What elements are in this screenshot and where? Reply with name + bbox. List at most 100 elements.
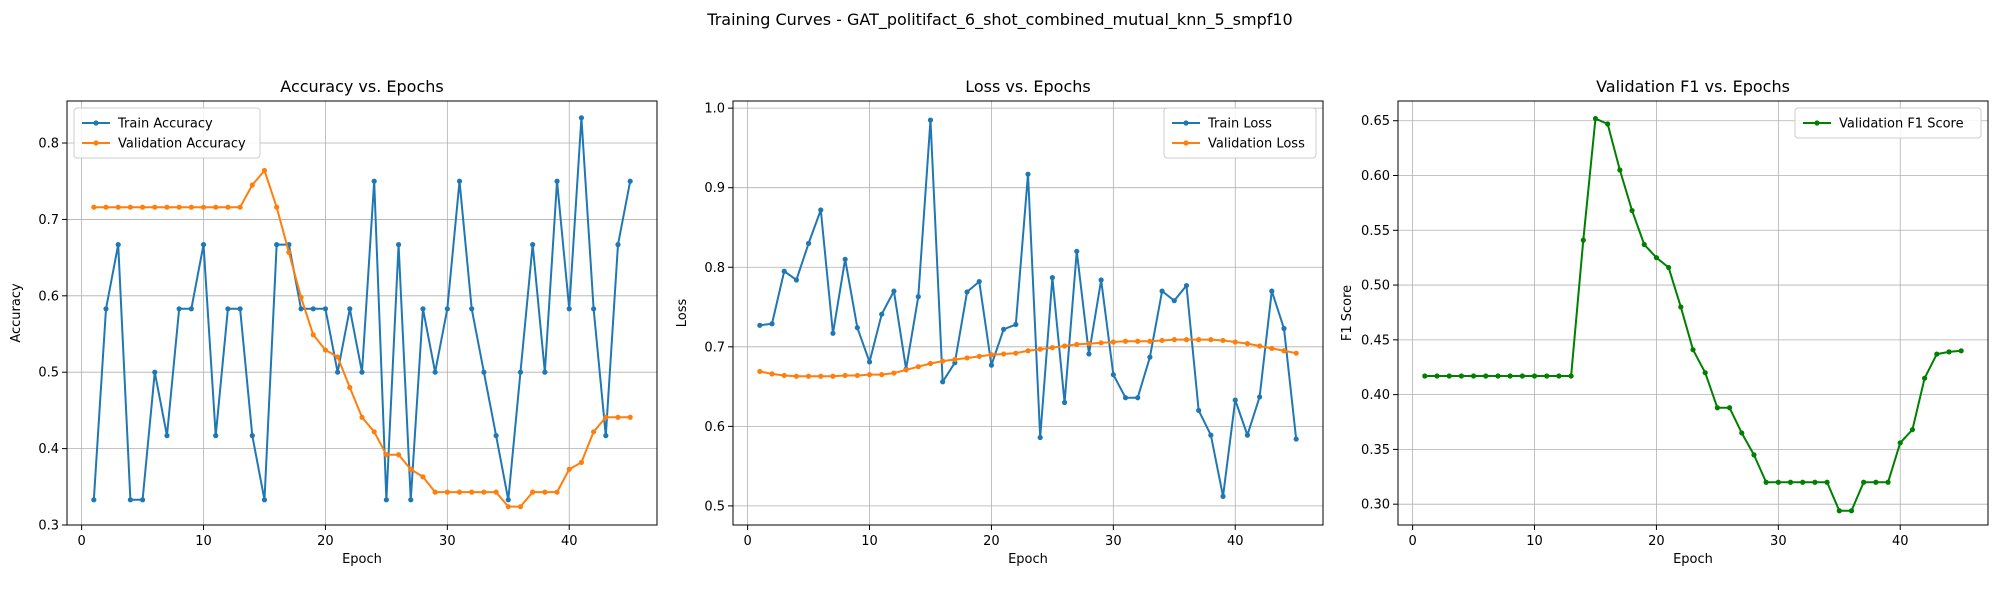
data-point — [127, 204, 133, 210]
data-point — [1159, 337, 1165, 344]
data-point — [769, 321, 775, 327]
data-point — [505, 504, 511, 510]
data-point — [371, 178, 377, 184]
data-point — [249, 182, 255, 188]
data-point — [757, 322, 763, 328]
data-point — [1836, 508, 1842, 514]
data-point — [1244, 432, 1251, 438]
data-point — [1281, 325, 1287, 332]
legend-swatch-marker — [1183, 140, 1189, 146]
data-point — [347, 306, 353, 312]
data-point — [818, 373, 824, 379]
x-tick-label: 30 — [439, 534, 456, 549]
y-tick-label: 0.35 — [1361, 443, 1390, 458]
data-point — [615, 242, 621, 248]
data-point — [1946, 349, 1952, 355]
data-point — [1196, 337, 1202, 343]
data-point — [1025, 348, 1031, 354]
data-point — [298, 294, 304, 300]
data-point — [769, 371, 775, 377]
x-tick-label: 30 — [1105, 534, 1122, 549]
data-point — [335, 354, 341, 360]
data-point — [310, 332, 316, 338]
series-2 — [757, 337, 1299, 379]
data-point — [1061, 343, 1068, 349]
data-point — [615, 414, 621, 420]
data-point — [903, 367, 909, 373]
chart-panel-1: 0 10 20 30 40 0.3 0.4 0.5 0.6 0.7 0.8 Accuracy vs. … — [9, 77, 658, 567]
y-axis-label: Loss — [675, 299, 690, 328]
data-point — [115, 204, 121, 210]
data-point — [627, 178, 633, 184]
data-point — [1751, 452, 1757, 458]
data-point — [1458, 373, 1464, 379]
data-point — [627, 414, 633, 420]
data-point — [854, 325, 860, 331]
data-point — [1629, 207, 1635, 214]
data-point — [1787, 479, 1794, 485]
y-tick-label: 0.7 — [38, 213, 59, 228]
data-point — [915, 294, 921, 300]
data-point — [1519, 373, 1525, 379]
data-point — [1196, 407, 1202, 414]
data-point — [139, 204, 146, 210]
data-point — [1257, 343, 1263, 349]
data-point — [530, 242, 536, 248]
data-point — [395, 452, 402, 458]
data-point — [1824, 479, 1830, 485]
data-point — [1037, 346, 1043, 352]
data-point — [164, 204, 170, 210]
data-point — [456, 489, 463, 495]
data-point — [1641, 241, 1647, 248]
y-axis-label: Accuracy — [9, 283, 24, 343]
data-point — [335, 369, 341, 375]
data-point — [1220, 337, 1226, 344]
y-tick-label: 0.55 — [1361, 224, 1390, 239]
data-point — [1873, 479, 1879, 485]
y-tick-label: 0.65 — [1361, 114, 1390, 129]
data-point — [1208, 432, 1214, 438]
legend-label: Validation Accuracy — [118, 137, 246, 152]
data-point — [1013, 350, 1019, 356]
data-point — [1885, 479, 1891, 485]
data-point — [1269, 345, 1275, 351]
data-point — [964, 355, 970, 361]
data-point — [1086, 341, 1092, 347]
plot-frame — [66, 100, 658, 526]
data-point — [1061, 399, 1068, 406]
data-point — [591, 306, 597, 312]
data-point — [164, 433, 170, 439]
data-point — [1739, 430, 1745, 436]
data-point — [842, 372, 848, 379]
data-point — [866, 359, 873, 365]
data-point — [927, 360, 934, 367]
data-point — [1110, 372, 1116, 378]
data-point — [408, 497, 414, 503]
data-point — [1074, 341, 1080, 348]
data-point — [188, 306, 194, 312]
legend-box — [1163, 107, 1317, 159]
data-point — [988, 352, 995, 358]
data-point — [578, 459, 585, 465]
data-point — [1763, 479, 1769, 485]
data-point — [103, 306, 109, 312]
series-2 — [91, 167, 633, 510]
data-point — [1183, 282, 1190, 289]
data-point — [395, 242, 402, 248]
y-tick-label: 0.8 — [704, 261, 725, 276]
y-tick-label: 0.4 — [38, 442, 59, 457]
y-tick-label: 0.30 — [1361, 498, 1390, 513]
data-point — [298, 306, 304, 312]
data-point — [578, 115, 585, 121]
legend-label: Train Loss — [1207, 117, 1272, 132]
data-point — [1135, 395, 1141, 401]
data-point — [1678, 304, 1684, 310]
data-point — [1122, 395, 1129, 401]
data-point — [988, 362, 995, 368]
data-point — [249, 433, 255, 439]
data-point — [1556, 373, 1562, 379]
data-point — [213, 204, 219, 210]
y-tick-label: 0.5 — [38, 366, 59, 381]
data-point — [91, 204, 97, 210]
